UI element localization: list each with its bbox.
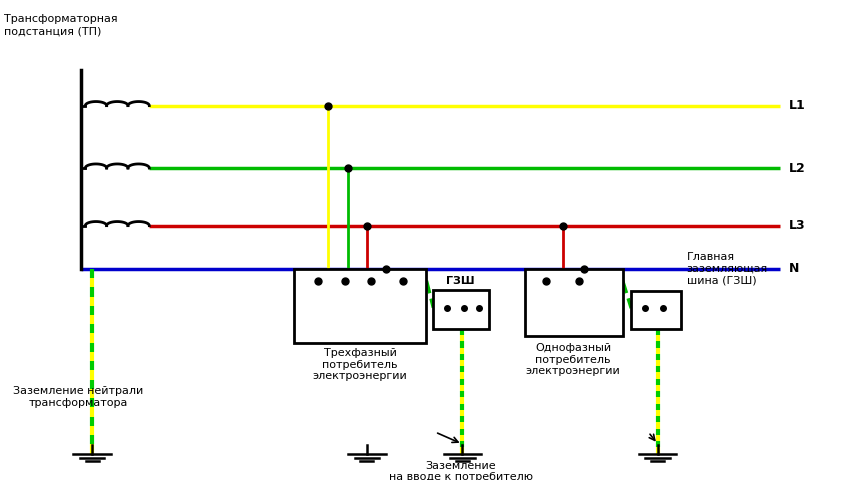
Bar xyxy=(630,291,680,329)
Text: Главная
заземляющая
шина (ГЗШ): Главная заземляющая шина (ГЗШ) xyxy=(686,252,767,286)
Text: Заземление нейтрали
трансформатора: Заземление нейтрали трансформатора xyxy=(13,386,143,408)
Text: L2: L2 xyxy=(788,161,805,175)
Text: Трансформаторная
подстанция (ТП): Трансформаторная подстанция (ТП) xyxy=(4,14,118,36)
Text: ГЗШ: ГЗШ xyxy=(446,276,475,286)
Text: N: N xyxy=(788,262,798,276)
Text: Заземление
на вводе к потребителю: Заземление на вводе к потребителю xyxy=(389,461,532,480)
Bar xyxy=(294,269,426,343)
Bar xyxy=(524,269,622,336)
Text: Трехфазный
потребитель
электроэнергии: Трехфазный потребитель электроэнергии xyxy=(312,348,407,381)
Text: Однофазный
потребитель
электроэнергии: Однофазный потребитель электроэнергии xyxy=(525,343,620,376)
Text: L1: L1 xyxy=(788,99,805,112)
Text: L3: L3 xyxy=(788,219,804,232)
Bar xyxy=(433,290,488,329)
